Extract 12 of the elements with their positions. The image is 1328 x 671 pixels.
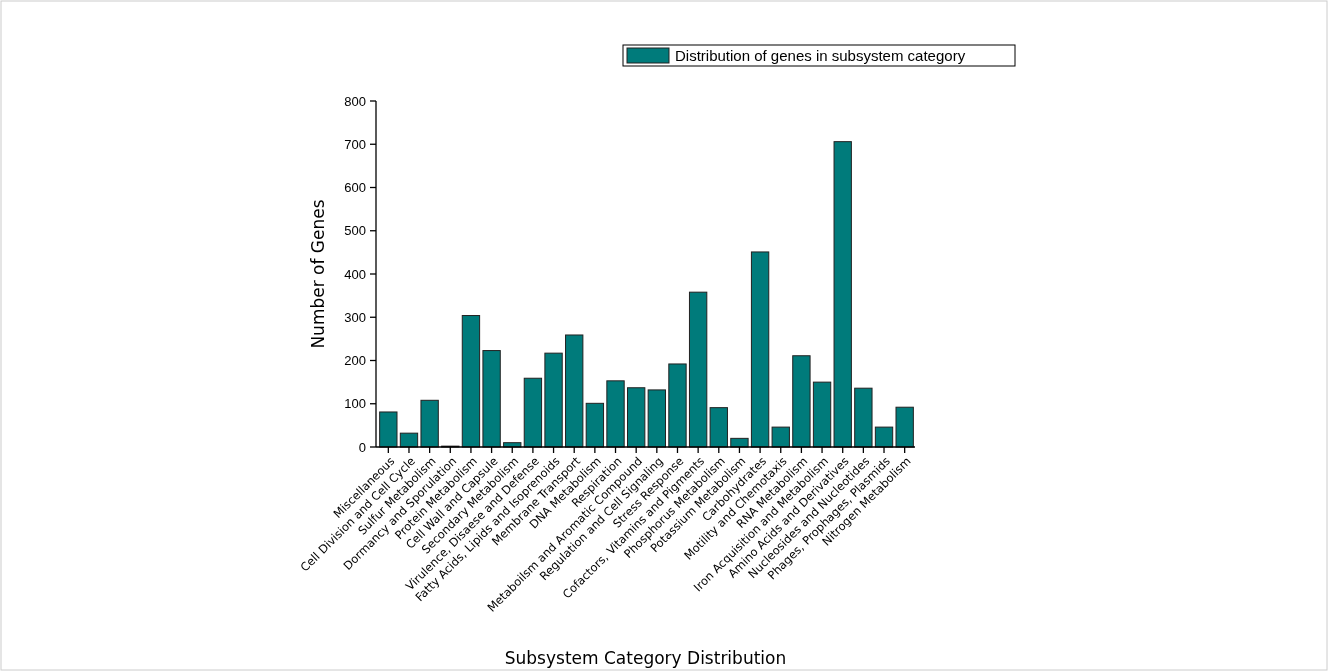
y-tick-label: 600 (344, 180, 366, 196)
y-axis-title: Number of Genes (308, 199, 328, 349)
y-tick-label: 200 (344, 353, 366, 369)
y-tick-label: 300 (344, 309, 366, 325)
y-tick-label: 800 (344, 93, 366, 109)
x-axis-title: Subsystem Category Distribution (504, 648, 787, 668)
y-tick-label: 0 (358, 439, 366, 455)
y-tick-label: 500 (344, 223, 366, 239)
y-tick-label: 700 (344, 136, 366, 152)
legend-label: Distribution of genes in subsystem category (675, 47, 966, 65)
y-tick-label: 100 (344, 396, 366, 412)
y-tick-label: 400 (344, 266, 366, 282)
